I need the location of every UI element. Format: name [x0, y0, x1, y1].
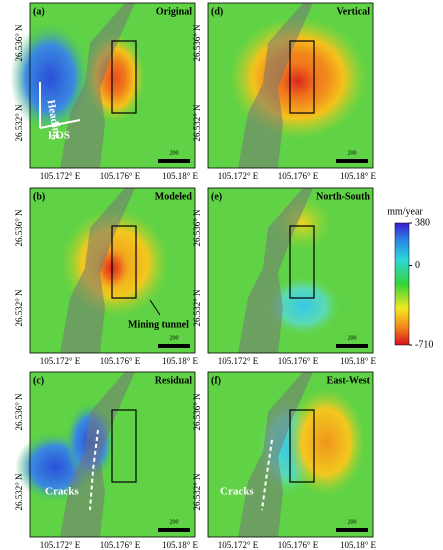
- y-tick-label: 26.532° N: [14, 289, 24, 327]
- x-tick-label: 105.176° E: [100, 171, 141, 181]
- terrain: [238, 188, 313, 353]
- mining-area-outline: [289, 40, 315, 114]
- panel-letter: (a): [33, 6, 45, 17]
- y-tick-label: 26.536° N: [14, 393, 24, 431]
- colorbar-tick-label: 0: [415, 260, 420, 271]
- panel-frame: [207, 2, 374, 169]
- map-panel: (b) Modeled 200 26.536° N 26.532° N 105.172° …: [14, 187, 199, 366]
- colorbar-tick-label: 380: [415, 217, 430, 228]
- x-tick-label: 105.172° E: [40, 171, 81, 181]
- y-tick-label: 26.532° N: [192, 473, 202, 511]
- y-tick-label: 26.532° N: [192, 289, 202, 327]
- deformation-field: [265, 276, 341, 336]
- map-panel: (e) North-South 200 26.536° N 26.532° N 105.1…: [192, 187, 377, 366]
- y-tick-label: 26.532° N: [192, 104, 202, 142]
- mining-area-outline: [111, 409, 137, 483]
- panel-title: Original: [156, 6, 192, 17]
- terrain: [60, 188, 135, 353]
- scale-bar-label: 200: [170, 519, 179, 525]
- arrow: [149, 299, 161, 316]
- y-tick-label: 26.532° N: [14, 104, 24, 142]
- annotation-los: LOS: [48, 130, 70, 142]
- x-tick-label: 105.18° E: [340, 540, 377, 550]
- map-panel: (f) East-West 200 26.536° N 26.532° N 105.172…: [192, 371, 377, 550]
- colorbar: [394, 222, 410, 346]
- annotation-mining-tunnel: Mining tunnel: [128, 319, 189, 330]
- arrow: [39, 119, 81, 129]
- scale-bar-label: 200: [348, 519, 357, 525]
- x-tick-label: 105.18° E: [162, 356, 199, 366]
- y-tick-label: 26.536° N: [14, 209, 24, 247]
- terrain: [238, 3, 313, 168]
- y-tick-label: 26.536° N: [192, 393, 202, 431]
- x-tick-label: 105.176° E: [278, 356, 319, 366]
- panel-letter: (f): [211, 375, 221, 386]
- panel-letter: (c): [33, 375, 44, 386]
- x-tick-label: 105.176° E: [100, 540, 141, 550]
- panel-frame: [29, 371, 196, 538]
- y-tick-label: 26.536° N: [14, 24, 24, 62]
- scale-bar: [158, 159, 190, 163]
- y-tick-label: 26.536° N: [192, 209, 202, 247]
- map-panel: (a) Original 200 26.536° N 26.532° N 105.172°…: [10, 2, 199, 181]
- terrain: [238, 372, 313, 537]
- scale-bar: [336, 159, 368, 163]
- scale-bar: [158, 528, 190, 532]
- scale-bar-label: 200: [170, 150, 179, 156]
- x-tick-label: 105.172° E: [40, 540, 81, 550]
- panel-title: East-West: [327, 375, 371, 386]
- x-tick-label: 105.172° E: [218, 171, 259, 181]
- scale-bar-label: 200: [170, 335, 179, 341]
- colorbar-tick-label: -710: [415, 339, 433, 350]
- x-tick-label: 105.176° E: [278, 171, 319, 181]
- terrain: [60, 372, 135, 537]
- map-panel: (d) Vertical 200 26.536° N 26.532° N 105.172°…: [192, 2, 377, 181]
- x-tick-label: 105.172° E: [218, 356, 259, 366]
- panel-title: Vertical: [336, 6, 370, 17]
- scale-bar: [336, 344, 368, 348]
- x-tick-label: 105.172° E: [218, 540, 259, 550]
- terrain: [60, 3, 135, 168]
- y-tick-label: 26.536° N: [192, 24, 202, 62]
- panel-frame: [29, 187, 196, 354]
- map-panel: (c) Residual 200 26.536° N 26.532° N 105.172°…: [14, 371, 199, 550]
- y-tick-label: 26.532° N: [14, 473, 24, 511]
- mining-area-outline: [111, 225, 137, 299]
- panel-title: Residual: [155, 375, 192, 386]
- x-tick-label: 105.176° E: [100, 356, 141, 366]
- scale-bar-label: 200: [348, 335, 357, 341]
- annotation-cracks: Cracks: [220, 486, 254, 498]
- panel-frame: [207, 371, 374, 538]
- mining-area-outline: [289, 225, 315, 299]
- panel-frame: [29, 2, 196, 169]
- x-tick-label: 105.18° E: [162, 171, 199, 181]
- mining-area-outline: [111, 40, 137, 114]
- panel-letter: (e): [211, 191, 222, 202]
- panel-frame: [207, 187, 374, 354]
- x-tick-label: 105.18° E: [162, 540, 199, 550]
- scale-bar: [158, 344, 190, 348]
- x-tick-label: 105.172° E: [40, 356, 81, 366]
- annotation-cracks: Cracks: [45, 486, 79, 498]
- x-tick-label: 105.176° E: [278, 540, 319, 550]
- panel-letter: (d): [211, 6, 223, 17]
- x-tick-label: 105.18° E: [340, 171, 377, 181]
- panel-title: Modeled: [155, 191, 193, 202]
- x-tick-label: 105.18° E: [340, 356, 377, 366]
- panel-letter: (b): [33, 191, 45, 202]
- mining-area-outline: [289, 409, 315, 483]
- scale-bar: [336, 528, 368, 532]
- panel-title: North-South: [316, 191, 370, 202]
- scale-bar-label: 200: [348, 150, 357, 156]
- colorbar-unit: mm/year: [387, 206, 423, 217]
- deformation-field: [286, 387, 366, 497]
